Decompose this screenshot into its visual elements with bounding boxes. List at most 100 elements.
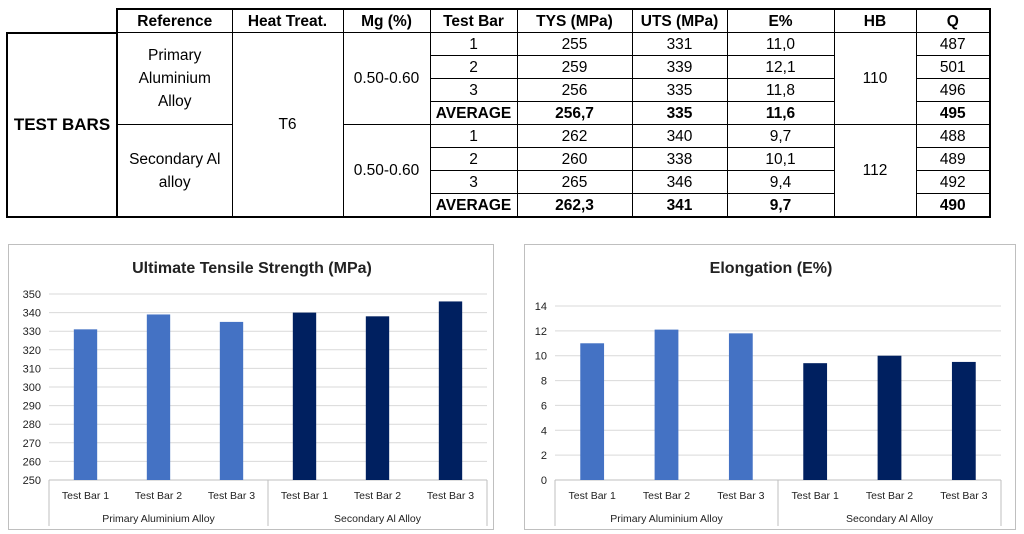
- table-cell: 1: [429, 32, 518, 56]
- table-cell: 488: [915, 124, 991, 148]
- table-cell: 331: [631, 32, 728, 56]
- table-cell: 492: [915, 170, 991, 194]
- y-tick-label: 250: [23, 475, 41, 487]
- table-cell: 9,7: [726, 193, 835, 218]
- bar: [728, 333, 753, 480]
- table-cell: 2: [429, 55, 518, 79]
- header-mg: Mg (%): [342, 8, 431, 33]
- y-tick-label: 10: [535, 351, 547, 363]
- header-hb: HB: [833, 8, 917, 33]
- bar: [951, 361, 976, 480]
- table-cell: 338: [631, 147, 728, 171]
- bar: [73, 329, 98, 480]
- header-e: E%: [726, 8, 835, 33]
- table-cell: 501: [915, 55, 991, 79]
- table-cell: 256: [516, 78, 633, 102]
- table-cell: 2: [429, 147, 518, 171]
- header-uts: UTS (MPa): [631, 8, 728, 33]
- bar: [654, 329, 679, 480]
- y-tick-label: 12: [535, 326, 547, 338]
- hb-primary: 110: [833, 32, 917, 125]
- y-tick-label: 6: [541, 400, 547, 412]
- table-cell: 490: [915, 193, 991, 218]
- table-cell: 256,7: [516, 101, 633, 125]
- table-cell: 495: [915, 101, 991, 125]
- table-cell: 3: [429, 78, 518, 102]
- x-category-label: Test Bar 2: [866, 490, 913, 502]
- table-cell: 487: [915, 32, 991, 56]
- row-label: TEST BARS: [6, 31, 118, 218]
- y-tick-label: 260: [23, 456, 41, 468]
- bar: [219, 321, 244, 480]
- x-group-label: Primary Aluminium Alloy: [610, 513, 723, 525]
- table-cell: 346: [631, 170, 728, 194]
- y-tick-label: 350: [23, 289, 41, 301]
- x-category-label: Test Bar 1: [281, 490, 328, 502]
- average-label: AVERAGE: [429, 193, 518, 218]
- header-test-bar: Test Bar: [429, 8, 518, 33]
- x-category-label: Test Bar 2: [354, 490, 401, 502]
- table-cell: 9,4: [726, 170, 835, 194]
- header-heat-treat: Heat Treat.: [231, 8, 344, 33]
- x-category-label: Test Bar 2: [643, 490, 690, 502]
- table-cell: 262,3: [516, 193, 633, 218]
- x-group-label: Secondary Al Alloy: [846, 513, 934, 525]
- header-tys: TYS (MPa): [516, 8, 633, 33]
- table-cell: 496: [915, 78, 991, 102]
- y-tick-label: 340: [23, 308, 41, 320]
- header-q: Q: [915, 8, 991, 33]
- x-category-label: Test Bar 3: [717, 490, 764, 502]
- y-tick-label: 330: [23, 326, 41, 338]
- table-cell: 339: [631, 55, 728, 79]
- heat-treat-cell: T6: [231, 32, 344, 218]
- bar: [292, 312, 317, 480]
- table-cell: 10,1: [726, 147, 835, 171]
- x-category-label: Test Bar 3: [208, 490, 255, 502]
- table-cell: 11,6: [726, 101, 835, 125]
- y-tick-label: 320: [23, 345, 41, 357]
- chart-title: Ultimate Tensile Strength (MPa): [132, 260, 372, 277]
- x-category-label: Test Bar 3: [940, 490, 987, 502]
- y-tick-label: 8: [541, 376, 547, 388]
- y-tick-label: 2: [541, 450, 547, 462]
- y-tick-label: 280: [23, 419, 41, 431]
- average-label: AVERAGE: [429, 101, 518, 125]
- x-category-label: Test Bar 1: [569, 490, 616, 502]
- test-bars-table: Reference Heat Treat. Mg (%) Test Bar TY…: [6, 8, 991, 218]
- uts-chart-svg: Ultimate Tensile Strength (MPa) 250 260 270…: [23, 260, 488, 526]
- x-category-label: Test Bar 1: [62, 490, 109, 502]
- table-cell: 262: [516, 124, 633, 148]
- y-tick-label: 300: [23, 382, 41, 394]
- x-category-label: Test Bar 2: [135, 490, 182, 502]
- uts-chart: Ultimate Tensile Strength (MPa) 250 260 270…: [8, 244, 494, 530]
- table-cell: 3: [429, 170, 518, 194]
- table-cell: 11,8: [726, 78, 835, 102]
- bar: [438, 301, 463, 480]
- table-cell: 255: [516, 32, 633, 56]
- table-cell: 12,1: [726, 55, 835, 79]
- header-reference: Reference: [116, 8, 233, 33]
- hb-secondary: 112: [833, 124, 917, 218]
- x-group-label: Primary Aluminium Alloy: [102, 513, 215, 525]
- table-cell: 489: [915, 147, 991, 171]
- bar: [146, 314, 171, 480]
- bar: [365, 316, 390, 480]
- table-corner: [7, 9, 117, 34]
- mg-secondary: 0.50-0.60: [342, 124, 431, 218]
- table-cell: 1: [429, 124, 518, 148]
- mg-primary: 0.50-0.60: [342, 32, 431, 125]
- y-tick-label: 290: [23, 401, 41, 413]
- x-category-label: Test Bar 3: [427, 490, 474, 502]
- table-cell: 341: [631, 193, 728, 218]
- y-tick-label: 0: [541, 475, 547, 487]
- bar: [580, 343, 605, 480]
- elongation-chart: Elongation (E%) 0 2 4 6 8 10 12 14 Test Bar 1 Test…: [524, 244, 1016, 530]
- y-tick-label: 270: [23, 438, 41, 450]
- y-tick-label: 4: [541, 425, 547, 437]
- table-cell: 265: [516, 170, 633, 194]
- table-cell: 9,7: [726, 124, 835, 148]
- elongation-chart-svg: Elongation (E%) 0 2 4 6 8 10 12 14 Test Bar 1 Test…: [535, 260, 1002, 526]
- table-cell: 259: [516, 55, 633, 79]
- table-cell: 335: [631, 101, 728, 125]
- reference-primary: Primary Aluminium Alloy: [116, 32, 233, 125]
